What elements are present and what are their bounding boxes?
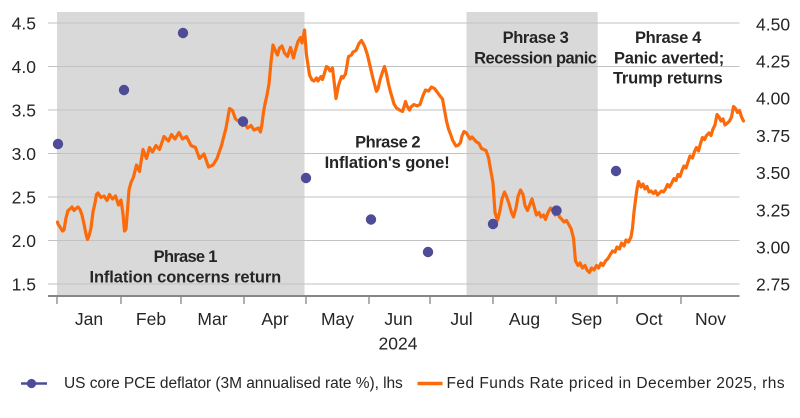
svg-text:3.00: 3.00 [756,238,790,258]
svg-text:2024: 2024 [379,334,418,354]
svg-text:3.0: 3.0 [12,144,37,164]
svg-text:Panic averted;: Panic averted; [614,49,724,67]
svg-text:4.50: 4.50 [756,14,790,34]
svg-text:3.50: 3.50 [756,163,790,183]
svg-text:Nov: Nov [695,309,726,329]
svg-text:4.25: 4.25 [756,52,790,72]
svg-text:Phrase 3: Phrase 3 [503,29,569,47]
svg-text:Trump returns: Trump returns [613,70,723,88]
svg-text:3.75: 3.75 [756,126,790,146]
svg-text:Mar: Mar [197,309,227,329]
svg-text:Phrase 2: Phrase 2 [355,134,420,152]
svg-text:US core PCE deflator (3M annua: US core PCE deflator (3M annualised rate… [64,375,403,392]
svg-text:3.25: 3.25 [756,200,790,220]
svg-text:4.0: 4.0 [12,57,37,77]
svg-text:1.5: 1.5 [12,275,36,295]
svg-text:3.5: 3.5 [12,101,36,121]
svg-text:Fed Funds Rate priced in Decem: Fed Funds Rate priced in December 2025, … [447,375,786,392]
svg-text:Phrase 4: Phrase 4 [635,29,702,47]
svg-text:2.0: 2.0 [12,231,37,251]
svg-text:Phrase 1: Phrase 1 [154,248,218,266]
svg-text:2.5: 2.5 [12,188,36,208]
svg-text:Inflation's gone!: Inflation's gone! [325,154,450,172]
svg-text:Aug: Aug [509,309,540,329]
svg-text:Jun: Jun [384,309,412,329]
svg-text:Inflation concerns return: Inflation concerns return [89,268,281,286]
svg-text:Oct: Oct [635,309,662,329]
svg-text:4.00: 4.00 [756,89,790,109]
svg-text:May: May [321,309,354,329]
svg-text:Jul: Jul [450,309,472,329]
svg-text:Feb: Feb [136,309,166,329]
svg-text:2.75: 2.75 [756,275,790,295]
svg-text:Apr: Apr [261,309,288,329]
svg-text:Sep: Sep [571,309,602,329]
svg-text:4.5: 4.5 [12,14,36,34]
svg-text:Recession panic: Recession panic [474,49,597,67]
svg-text:Jan: Jan [75,309,103,329]
